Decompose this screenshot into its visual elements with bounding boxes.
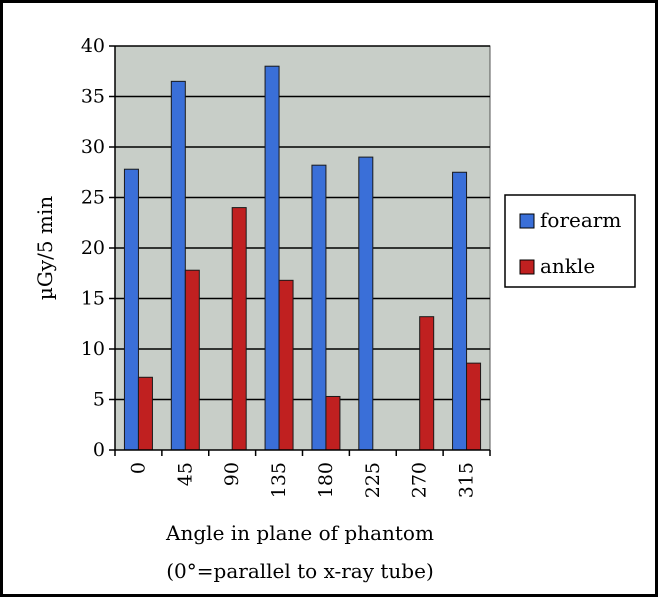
y-axis-title: µGy/5 min [33,196,57,300]
y-tick-label: 20 [81,237,105,259]
x-tick-label: 135 [268,462,290,498]
bar-forearm-0 [123,168,139,451]
y-tick-label: 15 [81,288,105,310]
legend-swatch-forearm [519,213,535,229]
x-tick-label: 45 [174,462,196,486]
bar-forearm-45 [170,80,186,451]
y-tick-label: 5 [93,389,105,411]
x-tick-label: 90 [221,462,243,486]
x-tick-label: 270 [409,462,431,498]
y-tick-label: 40 [81,35,105,57]
bar-forearm-180 [311,164,327,451]
y-tick-label: 35 [81,86,105,108]
y-tick-label: 25 [81,187,105,209]
bar-ankle-180 [325,395,341,451]
legend-label-forearm: forearm [540,208,621,232]
bar-ankle-0 [137,376,153,451]
y-tick-label: 0 [93,439,105,461]
x-axis-title-line1: Angle in plane of phantom [165,521,434,545]
legend-label-ankle: ankle [540,254,595,278]
bar-ankle-315 [466,362,482,451]
bar-ankle-270 [419,316,435,451]
x-tick-labels: 0 45 90 135 180 225 270 315 [114,450,491,498]
bars [123,65,482,451]
bar-forearm-135 [264,65,280,451]
legend: forearm ankle [504,194,636,288]
y-tick-label: 30 [81,136,105,158]
legend-swatch-ankle [519,259,535,275]
bar-ankle-45 [184,269,200,451]
bar-ankle-90 [231,207,247,451]
x-tick-label: 225 [362,462,384,498]
bar-forearm-315 [452,171,468,451]
y-tick-labels: 0 5 10 15 20 25 30 35 40 [81,35,115,461]
x-tick-label: 180 [315,462,337,498]
bar-forearm-225 [358,156,374,451]
y-tick-label: 10 [81,338,105,360]
bar-ankle-135 [278,279,294,451]
x-tick-label: 0 [127,462,149,474]
x-tick-label: 315 [456,462,478,498]
x-axis-title-line2: (0°=parallel to x-ray tube) [166,559,434,583]
